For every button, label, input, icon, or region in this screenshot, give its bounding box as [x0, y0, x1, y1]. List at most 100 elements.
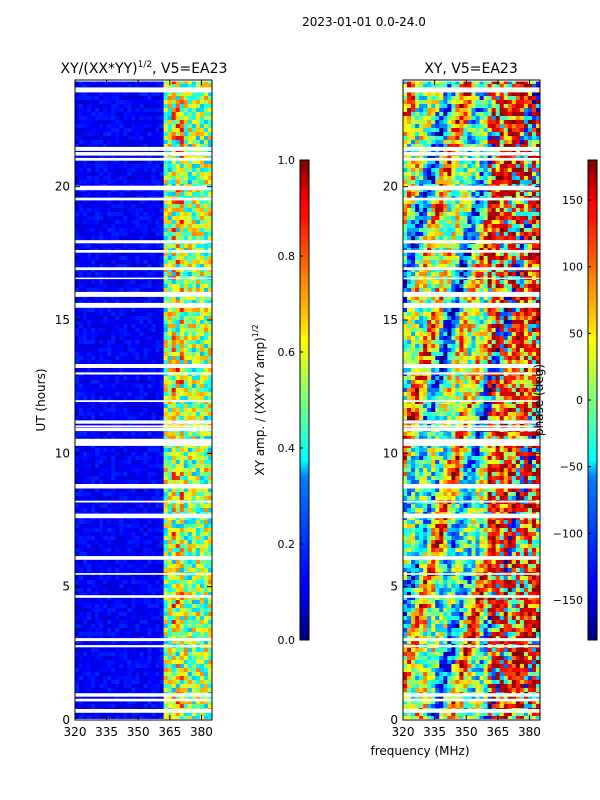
heatmap-cell: [135, 164, 140, 169]
heatmap-cell: [119, 656, 124, 661]
heatmap-cell: [87, 244, 92, 249]
heatmap-cell: [207, 368, 212, 373]
heatmap-cell: [107, 520, 112, 525]
heatmap-cell: [159, 528, 165, 533]
heatmap-cell: [139, 216, 144, 221]
heatmap-cell: [91, 460, 96, 465]
heatmap-cell: [83, 296, 88, 301]
heatmap-cell: [167, 360, 173, 365]
heatmap-cell: [155, 212, 161, 217]
heatmap-cell: [207, 200, 212, 205]
heatmap-cell: [91, 560, 96, 565]
heatmap-cell: [127, 84, 132, 89]
heatmap-cell: [111, 472, 116, 477]
heatmap-cell: [155, 96, 161, 101]
heatmap-cell: [79, 640, 84, 645]
heatmap-cell: [171, 216, 177, 221]
heatmap-cell: [91, 288, 96, 293]
heatmap-cell: [171, 528, 177, 533]
heatmap-cell: [127, 620, 132, 625]
heatmap-cell: [115, 380, 120, 385]
heatmap-cell: [171, 488, 177, 493]
heatmap-cell: [191, 168, 197, 173]
heatmap-cell: [135, 536, 140, 541]
heatmap-cell: [167, 212, 173, 217]
heatmap-cell: [159, 564, 165, 569]
heatmap-cell: [75, 348, 80, 353]
heatmap-cell: [143, 296, 148, 301]
heatmap-cell: [115, 108, 120, 113]
heatmap-cell: [159, 548, 165, 553]
heatmap-cell: [83, 204, 88, 209]
heatmap-cell: [183, 584, 189, 589]
heatmap-cell: [75, 472, 80, 477]
heatmap-cell: [199, 164, 205, 169]
heatmap-cell: [83, 620, 88, 625]
heatmap-cell: [139, 212, 144, 217]
heatmap-cell: [163, 660, 169, 665]
heatmap-cell: [95, 220, 100, 225]
heatmap-cell: [99, 176, 104, 181]
heatmap-cell: [103, 548, 108, 553]
heatmap-cell: [143, 192, 148, 197]
heatmap-cell: [207, 92, 212, 97]
heatmap-cell: [135, 300, 140, 305]
heatmap-cell: [183, 628, 189, 633]
heatmap-cell: [127, 236, 132, 241]
heatmap-cell: [163, 100, 169, 105]
heatmap-cell: [191, 332, 197, 337]
heatmap-cell: [75, 172, 80, 177]
heatmap-cell: [91, 600, 96, 605]
heatmap-cell: [87, 600, 92, 605]
heatmap-cell: [175, 448, 181, 453]
heatmap-cell: [83, 116, 88, 121]
heatmap-cell: [151, 524, 156, 529]
heatmap-cell: [75, 476, 80, 481]
heatmap-cell: [91, 212, 96, 217]
heatmap-cell: [171, 664, 177, 669]
heatmap-cell: [155, 268, 161, 273]
heatmap-cell: [207, 460, 212, 465]
heatmap-cell: [175, 124, 181, 129]
heatmap-cell: [143, 312, 148, 317]
heatmap-cell: [155, 360, 161, 365]
heatmap-cell: [167, 524, 173, 529]
heatmap-cell: [143, 528, 148, 533]
heatmap-cell: [159, 136, 165, 141]
heatmap-cell: [99, 132, 104, 137]
heatmap-cell: [123, 288, 128, 293]
heatmap-cell: [195, 392, 201, 397]
heatmap-cell: [139, 392, 144, 397]
heatmap-cell: [107, 656, 112, 661]
heatmap-cell: [167, 620, 173, 625]
heatmap-cell: [111, 612, 116, 617]
heatmap-cell: [183, 112, 189, 117]
heatmap-cell: [207, 128, 212, 133]
heatmap-cell: [195, 592, 201, 597]
heatmap-cell: [135, 288, 140, 293]
heatmap-cell: [95, 580, 100, 585]
heatmap-cell: [159, 172, 165, 177]
heatmap-cell: [175, 508, 181, 513]
heatmap-cell: [151, 624, 156, 629]
heatmap-cell: [115, 452, 120, 457]
heatmap-cell: [179, 432, 185, 437]
heatmap-cell: [183, 92, 189, 97]
heatmap-cell: [203, 224, 209, 229]
heatmap-cell: [163, 620, 169, 625]
heatmap-cell: [155, 564, 161, 569]
heatmap-cell: [131, 412, 136, 417]
heatmap-cell: [147, 104, 152, 109]
heatmap-cell: [199, 656, 205, 661]
heatmap-cell: [167, 612, 173, 617]
heatmap-cell: [171, 100, 177, 105]
heatmap-cell: [119, 436, 124, 441]
heatmap-cell: [103, 100, 108, 105]
heatmap-cell: [139, 164, 144, 169]
heatmap-cell: [127, 232, 132, 237]
heatmap-cell: [163, 392, 169, 397]
heatmap-cell: [127, 360, 132, 365]
heatmap-cell: [203, 432, 209, 437]
heatmap-cell: [187, 312, 193, 317]
heatmap-cell: [79, 348, 84, 353]
